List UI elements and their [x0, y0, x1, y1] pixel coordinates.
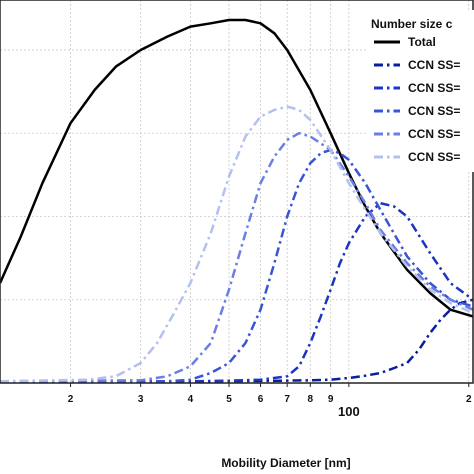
x-tick-label: 4 [188, 394, 194, 405]
x-axis-ticks: 2 3 4 5 6 7 8 9 100 2 [68, 383, 472, 419]
series-lines [0, 18, 474, 383]
legend-label: CCN SS= [408, 58, 460, 72]
series-line-ccn-5 [0, 105, 474, 383]
series-line-ccn-2 [0, 201, 474, 383]
series-line-ccn-1 [0, 298, 474, 383]
x-tick-label: 6 [258, 394, 264, 405]
grid-lines [0, 0, 473, 383]
x-tick-label: 8 [307, 394, 313, 405]
legend-label: CCN SS= [408, 127, 460, 141]
x-tick-label: 2 [68, 394, 74, 405]
series-line-ccn-4 [0, 131, 474, 383]
legend-label: CCN SS= [408, 81, 460, 95]
x-tick-label: 5 [226, 394, 232, 405]
plot-frame [0, 0, 474, 384]
legend-label: CCN SS= [408, 150, 460, 164]
legend-background [366, 10, 474, 172]
legend-title: Number size c [371, 17, 453, 31]
x-tick-label: 2 [466, 394, 472, 405]
x-tick-label: 7 [284, 394, 290, 405]
x-tick-label: 100 [338, 404, 360, 419]
x-tick-label: 9 [328, 394, 334, 405]
series-line-total [0, 18, 474, 318]
x-tick-label: 3 [138, 394, 144, 405]
legend: Number size c Total CCN SS= CCN SS= CCN SS=… [366, 10, 474, 172]
series-line-ccn-3 [0, 148, 474, 383]
legend-label: Total [408, 35, 436, 49]
legend-label: CCN SS= [408, 104, 460, 118]
x-axis-title: Mobility Diameter [nm] [221, 456, 350, 470]
